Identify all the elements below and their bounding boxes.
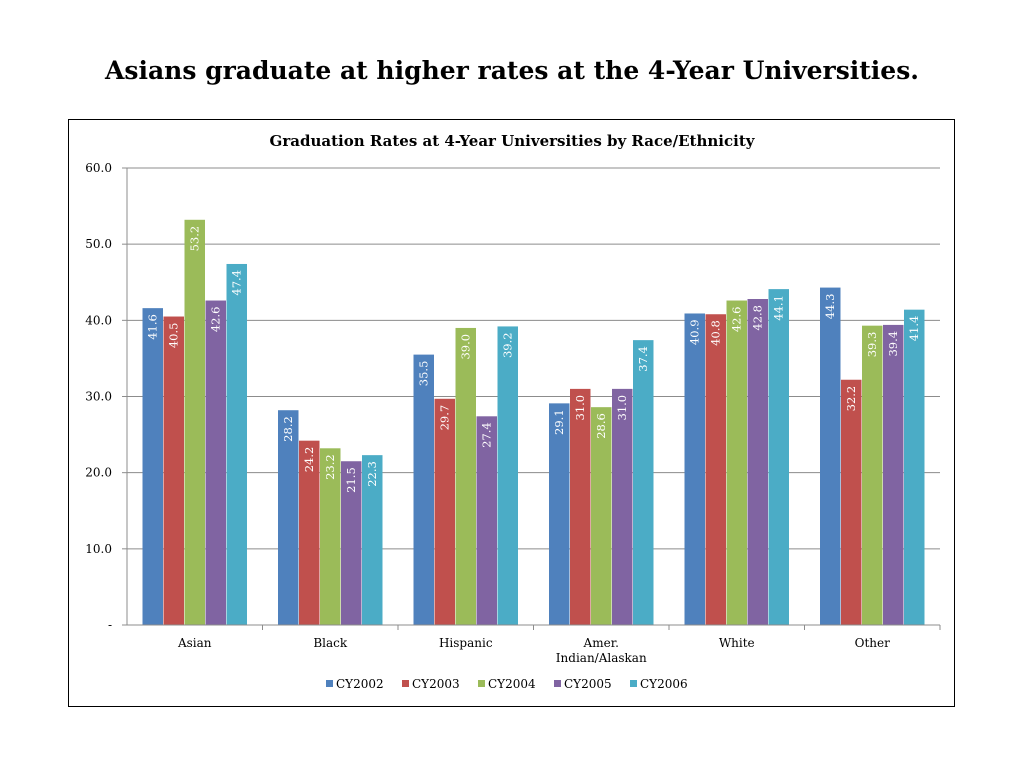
bars: 41.6 40.5 53.2 42.6 47.4 28.2 24.2 23.2 21.5 22.3… (142, 219, 925, 625)
y-tick-label: 30.0 (85, 390, 112, 404)
y-tick-label: 50.0 (85, 237, 112, 251)
bar (497, 326, 518, 625)
bar-value-label: 42.8 (751, 305, 765, 331)
bar-value-label: 31.0 (573, 395, 587, 421)
bar-value-label: 21.5 (344, 467, 358, 493)
legend-label: CY2002 (336, 677, 384, 691)
axes: - 10.0 20.0 30.0 40.0 50.0 60.0 Asian Black Hispa… (85, 161, 941, 665)
bar (820, 287, 841, 625)
chart-frame: Graduation Rates at 4-Year Universities … (68, 119, 955, 707)
legend-label: CY2004 (488, 677, 536, 691)
bar (362, 455, 383, 625)
bar (278, 410, 299, 625)
bar-value-label: 35.5 (417, 361, 431, 387)
bar (612, 388, 633, 625)
bar (747, 299, 768, 625)
legend-label: CY2005 (564, 677, 612, 691)
bar (684, 313, 705, 625)
bar (570, 388, 591, 625)
bar-value-label: 40.5 (167, 323, 181, 349)
bar-value-label: 44.1 (772, 295, 786, 321)
bar-value-label: 23.2 (323, 454, 337, 480)
legend: CY2002 CY2003 CY2004 CY2005 CY2006 (326, 677, 688, 691)
bar (455, 327, 476, 625)
bar (768, 289, 789, 625)
bar (633, 340, 654, 625)
gridlines (127, 167, 940, 550)
chart-title: Graduation Rates at 4-Year Universities … (270, 132, 756, 150)
bar (163, 316, 184, 625)
bar (413, 354, 434, 625)
bar (341, 461, 362, 625)
bar (142, 308, 163, 625)
bar-value-label: 41.4 (907, 316, 921, 342)
y-tick-label: 10.0 (85, 542, 112, 556)
bar-value-label: 32.2 (844, 386, 858, 412)
bar-value-label: 53.2 (188, 226, 202, 252)
bar-value-label: 39.4 (886, 331, 900, 357)
y-tick-label: - (108, 618, 112, 632)
bar-value-label: 29.7 (438, 405, 452, 431)
x-tick-label: White (719, 636, 755, 650)
bar-value-label: 29.1 (552, 409, 566, 435)
bar-value-label: 22.3 (365, 461, 379, 487)
y-tick-label: 60.0 (85, 161, 112, 175)
legend-swatch (402, 680, 409, 687)
x-tick-label: Other (855, 636, 890, 650)
bar (205, 300, 226, 625)
bar (726, 300, 747, 625)
bar (226, 263, 247, 625)
y-tick-label: 40.0 (85, 313, 112, 327)
bar-value-label: 39.2 (501, 332, 515, 358)
bar-value-label: 24.2 (302, 447, 316, 473)
bar-value-label: 41.6 (146, 314, 160, 340)
bar-value-label: 40.9 (688, 319, 702, 345)
bar (904, 309, 925, 625)
bar-value-label: 28.2 (281, 416, 295, 442)
bar-value-label: 37.4 (636, 346, 650, 372)
bar (320, 448, 341, 625)
legend-label: CY2006 (640, 677, 688, 691)
bar (476, 416, 497, 625)
legend-label: CY2003 (412, 677, 460, 691)
bar (184, 219, 205, 625)
bar-value-label: 39.0 (459, 334, 473, 360)
x-tick-label: Asian (177, 636, 212, 650)
bar-value-label: 31.0 (615, 395, 629, 421)
x-tick-label: Hispanic (439, 636, 493, 650)
bar (434, 398, 455, 625)
bar (299, 440, 320, 625)
bar-value-label: 42.6 (730, 307, 744, 333)
bar-value-label: 28.6 (594, 413, 608, 439)
bar (862, 325, 883, 625)
x-tick-label: Amer. (583, 636, 619, 650)
legend-swatch (554, 680, 561, 687)
y-tick-label: 20.0 (85, 466, 112, 480)
slide-title: Asians graduate at higher rates at the 4… (105, 56, 919, 85)
bar-value-label: 42.6 (209, 307, 223, 333)
x-tick-label: Indian/Alaskan (556, 651, 647, 665)
bar (883, 324, 904, 625)
x-tick-label: Black (313, 636, 348, 650)
bar-value-label: 40.8 (709, 320, 723, 346)
bar (841, 379, 862, 625)
bar (705, 314, 726, 625)
bar-value-label: 27.4 (480, 422, 494, 448)
legend-swatch (478, 680, 485, 687)
bar-value-label: 39.3 (865, 332, 879, 358)
bar-value-label: 47.4 (230, 270, 244, 296)
legend-swatch (326, 680, 333, 687)
bar (591, 407, 612, 625)
legend-swatch (630, 680, 637, 687)
bar-value-label: 44.3 (823, 294, 837, 320)
bar (549, 403, 570, 625)
bar-chart: Graduation Rates at 4-Year Universities … (85, 132, 941, 691)
